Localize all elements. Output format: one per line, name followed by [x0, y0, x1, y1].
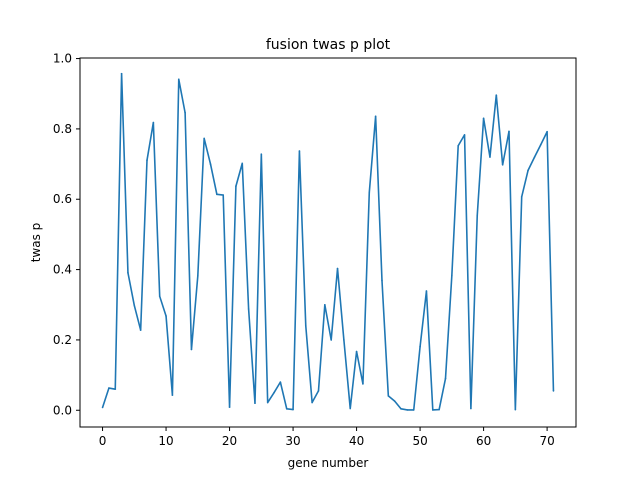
data-point [171, 394, 174, 396]
x-axis-ticks: 0 10 20 30 40 50 60 70 [99, 427, 555, 448]
data-point [203, 137, 205, 140]
data-point [330, 339, 332, 341]
data-point [381, 279, 383, 282]
data-point [552, 390, 555, 392]
data-point [374, 115, 377, 118]
data-point [184, 111, 186, 114]
data-point [304, 325, 307, 327]
x-tick-label: 70 [539, 434, 554, 448]
data-point [520, 195, 523, 198]
data-point [279, 381, 282, 383]
data-point [158, 295, 161, 298]
data-point [400, 408, 402, 410]
data-point [101, 406, 104, 409]
data-point [501, 163, 504, 166]
data-point [260, 153, 263, 156]
data-point [463, 134, 466, 136]
data-point [235, 185, 237, 188]
data-point [425, 290, 428, 292]
y-tick-label: 0.8 [53, 122, 72, 136]
data-point [387, 395, 390, 397]
data-point [266, 401, 269, 404]
data-point [355, 350, 358, 353]
data-point [152, 121, 155, 124]
x-tick-label: 20 [222, 434, 237, 448]
data-point [527, 169, 529, 172]
data-point [457, 144, 459, 147]
data-point [533, 156, 536, 159]
data-point [177, 78, 180, 81]
data-point [431, 409, 434, 411]
x-tick-label: 10 [158, 434, 173, 448]
x-axis-label: gene number [288, 456, 369, 470]
y-tick-label: 0.2 [53, 333, 72, 347]
data-point [165, 315, 167, 317]
data-point [495, 94, 498, 96]
y-tick-label: 0.6 [53, 192, 72, 206]
x-tick-label: 0 [99, 434, 107, 448]
data-point [489, 156, 491, 158]
data-point [127, 271, 129, 274]
data-point [247, 308, 250, 310]
series-line [101, 72, 555, 411]
data-point [273, 391, 275, 394]
x-tick-label: 30 [285, 434, 300, 448]
data-point [362, 383, 364, 385]
x-tick-label: 60 [476, 434, 491, 448]
data-point [139, 329, 142, 331]
x-tick-label: 50 [412, 434, 427, 448]
data-point [336, 267, 339, 270]
data-point [508, 130, 510, 133]
data-point [228, 406, 231, 408]
data-point [470, 407, 472, 410]
data-point [393, 400, 396, 402]
data-point [311, 401, 313, 404]
data-point [406, 409, 409, 411]
data-point [368, 191, 371, 194]
data-point [546, 130, 548, 133]
data-point [209, 163, 212, 165]
data-point [114, 388, 117, 390]
data-point [343, 339, 345, 341]
y-tick-label: 1.0 [53, 52, 72, 66]
data-point [254, 402, 256, 405]
data-point [444, 377, 447, 380]
data-point [285, 408, 288, 410]
data-point [216, 193, 218, 196]
y-tick-label: 0.4 [53, 263, 72, 277]
data-point [298, 150, 301, 152]
data-point [292, 408, 294, 411]
axes-frame [79, 57, 577, 428]
data-point [108, 387, 110, 389]
data-point [438, 408, 440, 411]
plot-layer [101, 72, 555, 411]
data-point [197, 275, 199, 277]
data-point [241, 162, 244, 165]
data-point [324, 303, 326, 306]
data-point [190, 348, 193, 351]
data-point [419, 345, 421, 348]
data-point [482, 117, 485, 120]
data-point [120, 72, 123, 75]
data-point [349, 407, 352, 410]
y-axis-ticks: 0.0 0.2 0.4 0.6 0.8 1.0 [53, 52, 80, 417]
chart-title: fusion twas p plot [266, 37, 391, 53]
x-tick-label: 40 [349, 434, 364, 448]
data-point [476, 214, 479, 217]
data-point [412, 409, 415, 411]
data-point [133, 304, 136, 307]
y-tick-label: 0.0 [53, 403, 72, 417]
data-point [451, 274, 453, 277]
data-point [146, 159, 148, 162]
data-point [317, 390, 320, 392]
data-point [222, 194, 225, 196]
data-point [539, 143, 542, 146]
data-point [514, 408, 517, 411]
y-axis-label: twas p [29, 223, 43, 263]
